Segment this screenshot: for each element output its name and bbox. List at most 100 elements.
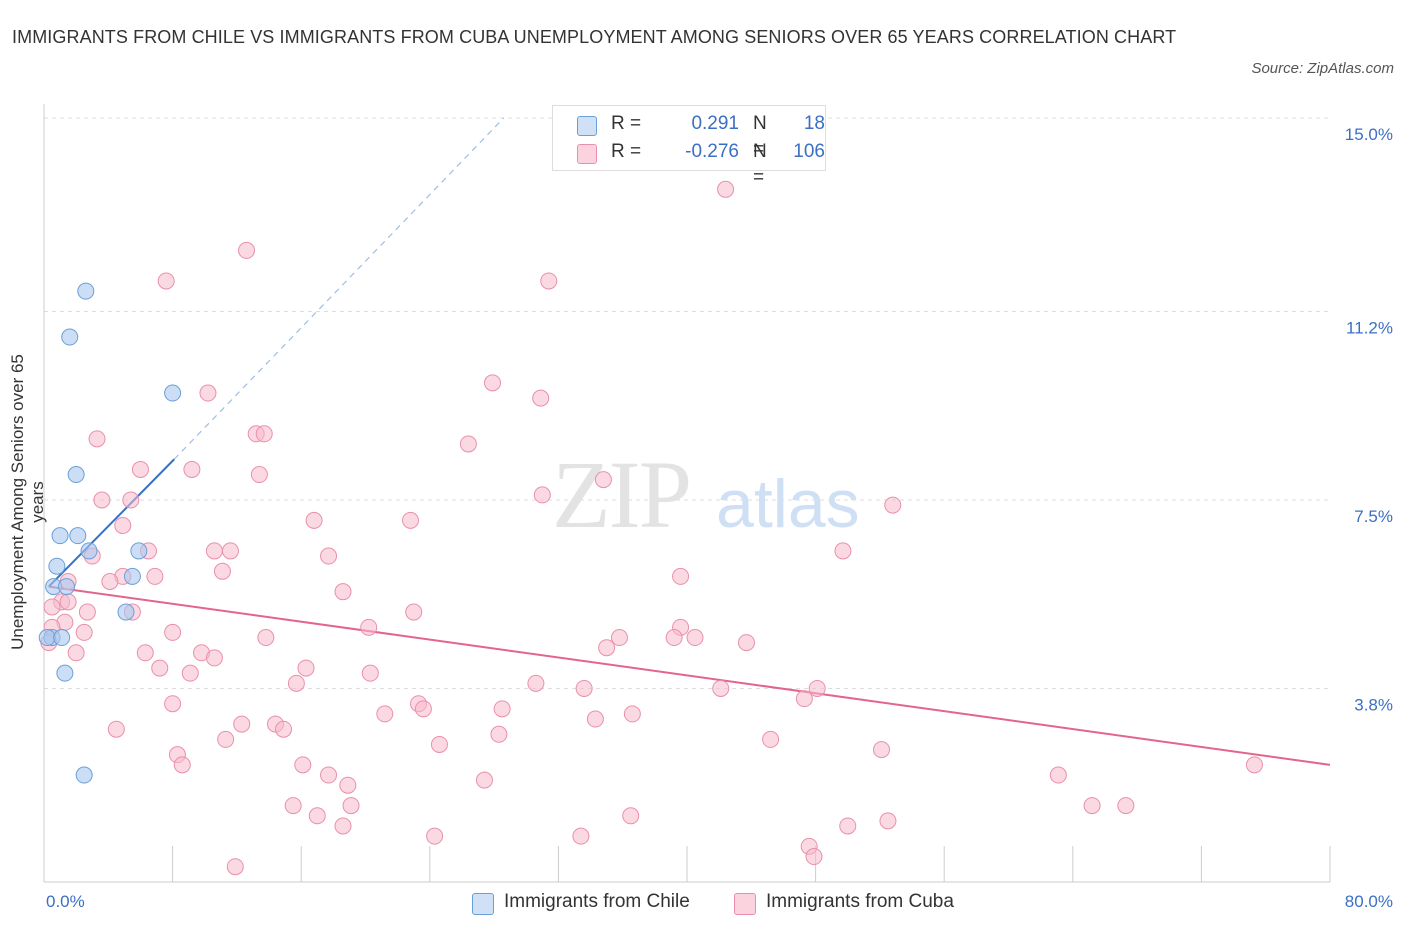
r-value: -0.276 <box>685 141 739 162</box>
cuba-point <box>483 374 501 392</box>
legend-stats: R = 0.291 N = 18 R = -0.276 N = 106 <box>552 105 826 188</box>
axes <box>43 104 1331 883</box>
chile-point <box>69 527 87 545</box>
cuba-point <box>586 710 604 728</box>
chile-trend-line <box>48 458 175 588</box>
cuba-point <box>93 491 111 509</box>
chile-point <box>123 567 141 585</box>
x-tick-label: 0.0% <box>46 892 85 911</box>
cuba-point <box>493 700 511 718</box>
cuba-point <box>795 690 813 708</box>
cuba-point <box>808 679 826 697</box>
cuba-point <box>59 593 77 611</box>
chile-swatch <box>472 893 494 915</box>
watermark-zip: ZIP <box>552 441 690 548</box>
cuba-point <box>67 644 85 662</box>
cuba-point <box>575 679 593 697</box>
cuba-trend-line <box>48 585 1331 766</box>
chile-point <box>117 603 135 621</box>
chile-point <box>58 578 76 596</box>
cuba-point <box>107 720 125 738</box>
chile-point <box>164 384 182 402</box>
cuba-swatch <box>734 893 756 915</box>
cuba-point <box>1117 797 1135 815</box>
cuba-point <box>205 649 223 667</box>
data-points <box>38 180 1263 876</box>
cuba-point <box>686 629 704 647</box>
r-label: R = <box>611 113 642 134</box>
cuba-point <box>297 659 315 677</box>
cuba-point <box>540 272 558 290</box>
chile-point <box>51 527 69 545</box>
cuba-point <box>527 674 545 692</box>
cuba-point <box>737 634 755 652</box>
cuba-point <box>572 827 590 845</box>
cuba-point <box>226 858 244 876</box>
chile-point <box>67 466 85 484</box>
cuba-point <box>131 460 149 478</box>
x-tick-label: 80.0% <box>1345 892 1393 911</box>
cuba-point <box>717 180 735 198</box>
cuba-point <box>594 471 612 489</box>
y-tick-label: 11.2% <box>1346 319 1393 338</box>
cuba-point <box>151 659 169 677</box>
cuba-point <box>665 629 683 647</box>
chile-point <box>48 557 66 575</box>
cuba-point <box>221 542 239 560</box>
cuba-point <box>114 516 132 534</box>
cuba-point <box>360 618 378 636</box>
cuba-point <box>598 639 616 657</box>
cuba-point <box>376 705 394 723</box>
cuba-point <box>672 567 690 585</box>
cuba-point <box>1049 766 1067 784</box>
y-tick-label: 7.5% <box>1354 507 1393 526</box>
cuba-point <box>122 491 140 509</box>
n-label: N = <box>753 141 767 188</box>
cuba-point <box>342 797 360 815</box>
chile-point <box>56 664 74 682</box>
cuba-point <box>402 511 420 529</box>
cuba-point <box>475 771 493 789</box>
cuba-point <box>1245 756 1263 774</box>
chile-point <box>53 629 71 647</box>
cuba-point <box>762 730 780 748</box>
cuba-point <box>183 460 201 478</box>
cuba-point <box>414 700 432 718</box>
cuba-point <box>839 817 857 835</box>
cuba-point <box>426 827 444 845</box>
cuba-point <box>157 272 175 290</box>
cuba-point <box>238 241 256 259</box>
cuba-point <box>255 425 273 443</box>
chile-point <box>130 542 148 560</box>
y-axis-label: Unemployment Among Seniors over 65 years <box>8 354 47 650</box>
cuba-point <box>623 705 641 723</box>
tick-labels: 3.8% 7.5% 11.2% 15.0% 0.0% 80.0% <box>46 125 1393 911</box>
cuba-point <box>275 720 293 738</box>
cuba-point <box>287 674 305 692</box>
cuba-swatch <box>577 144 597 164</box>
cuba-point <box>205 542 223 560</box>
cuba-point <box>1083 797 1101 815</box>
r-label: R = <box>611 141 642 162</box>
cuba-point <box>305 511 323 529</box>
cuba-point <box>88 430 106 448</box>
chart-title: IMMIGRANTS FROM CHILE VS IMMIGRANTS FROM… <box>12 27 1177 47</box>
cuba-point <box>610 629 628 647</box>
cuba-point <box>217 730 235 748</box>
cuba-point <box>308 807 326 825</box>
cuba-point <box>78 603 96 621</box>
cuba-point <box>199 384 217 402</box>
chile-point <box>61 328 79 346</box>
cuba-point <box>320 766 338 784</box>
n-value: 18 <box>803 113 825 134</box>
n-value: 106 <box>793 141 825 162</box>
cuba-point <box>164 695 182 713</box>
cuba-point <box>334 583 352 601</box>
y-tick-label: 15.0% <box>1345 125 1393 144</box>
cuba-point <box>805 848 823 866</box>
cuba-point <box>490 725 508 743</box>
cuba-point <box>213 562 231 580</box>
cuba-point <box>284 797 302 815</box>
chile-point <box>75 766 93 784</box>
r-value: 0.291 <box>691 113 739 134</box>
